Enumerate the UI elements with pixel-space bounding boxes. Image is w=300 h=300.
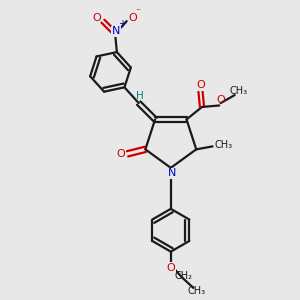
Text: CH₃: CH₃ [230, 86, 247, 96]
Text: O: O [196, 80, 205, 90]
Text: O: O [93, 13, 101, 23]
Text: CH₂: CH₂ [175, 271, 193, 281]
Text: O: O [117, 149, 125, 159]
Text: CH₃: CH₃ [188, 286, 206, 296]
Text: CH₃: CH₃ [215, 140, 233, 150]
Text: H: H [136, 91, 144, 101]
Text: N: N [168, 168, 176, 178]
Text: O: O [128, 13, 137, 23]
Text: N: N [112, 26, 120, 36]
Text: O: O [216, 95, 225, 105]
Text: +: + [118, 19, 126, 29]
Text: ⁻: ⁻ [135, 7, 140, 17]
Text: O: O [167, 263, 175, 273]
